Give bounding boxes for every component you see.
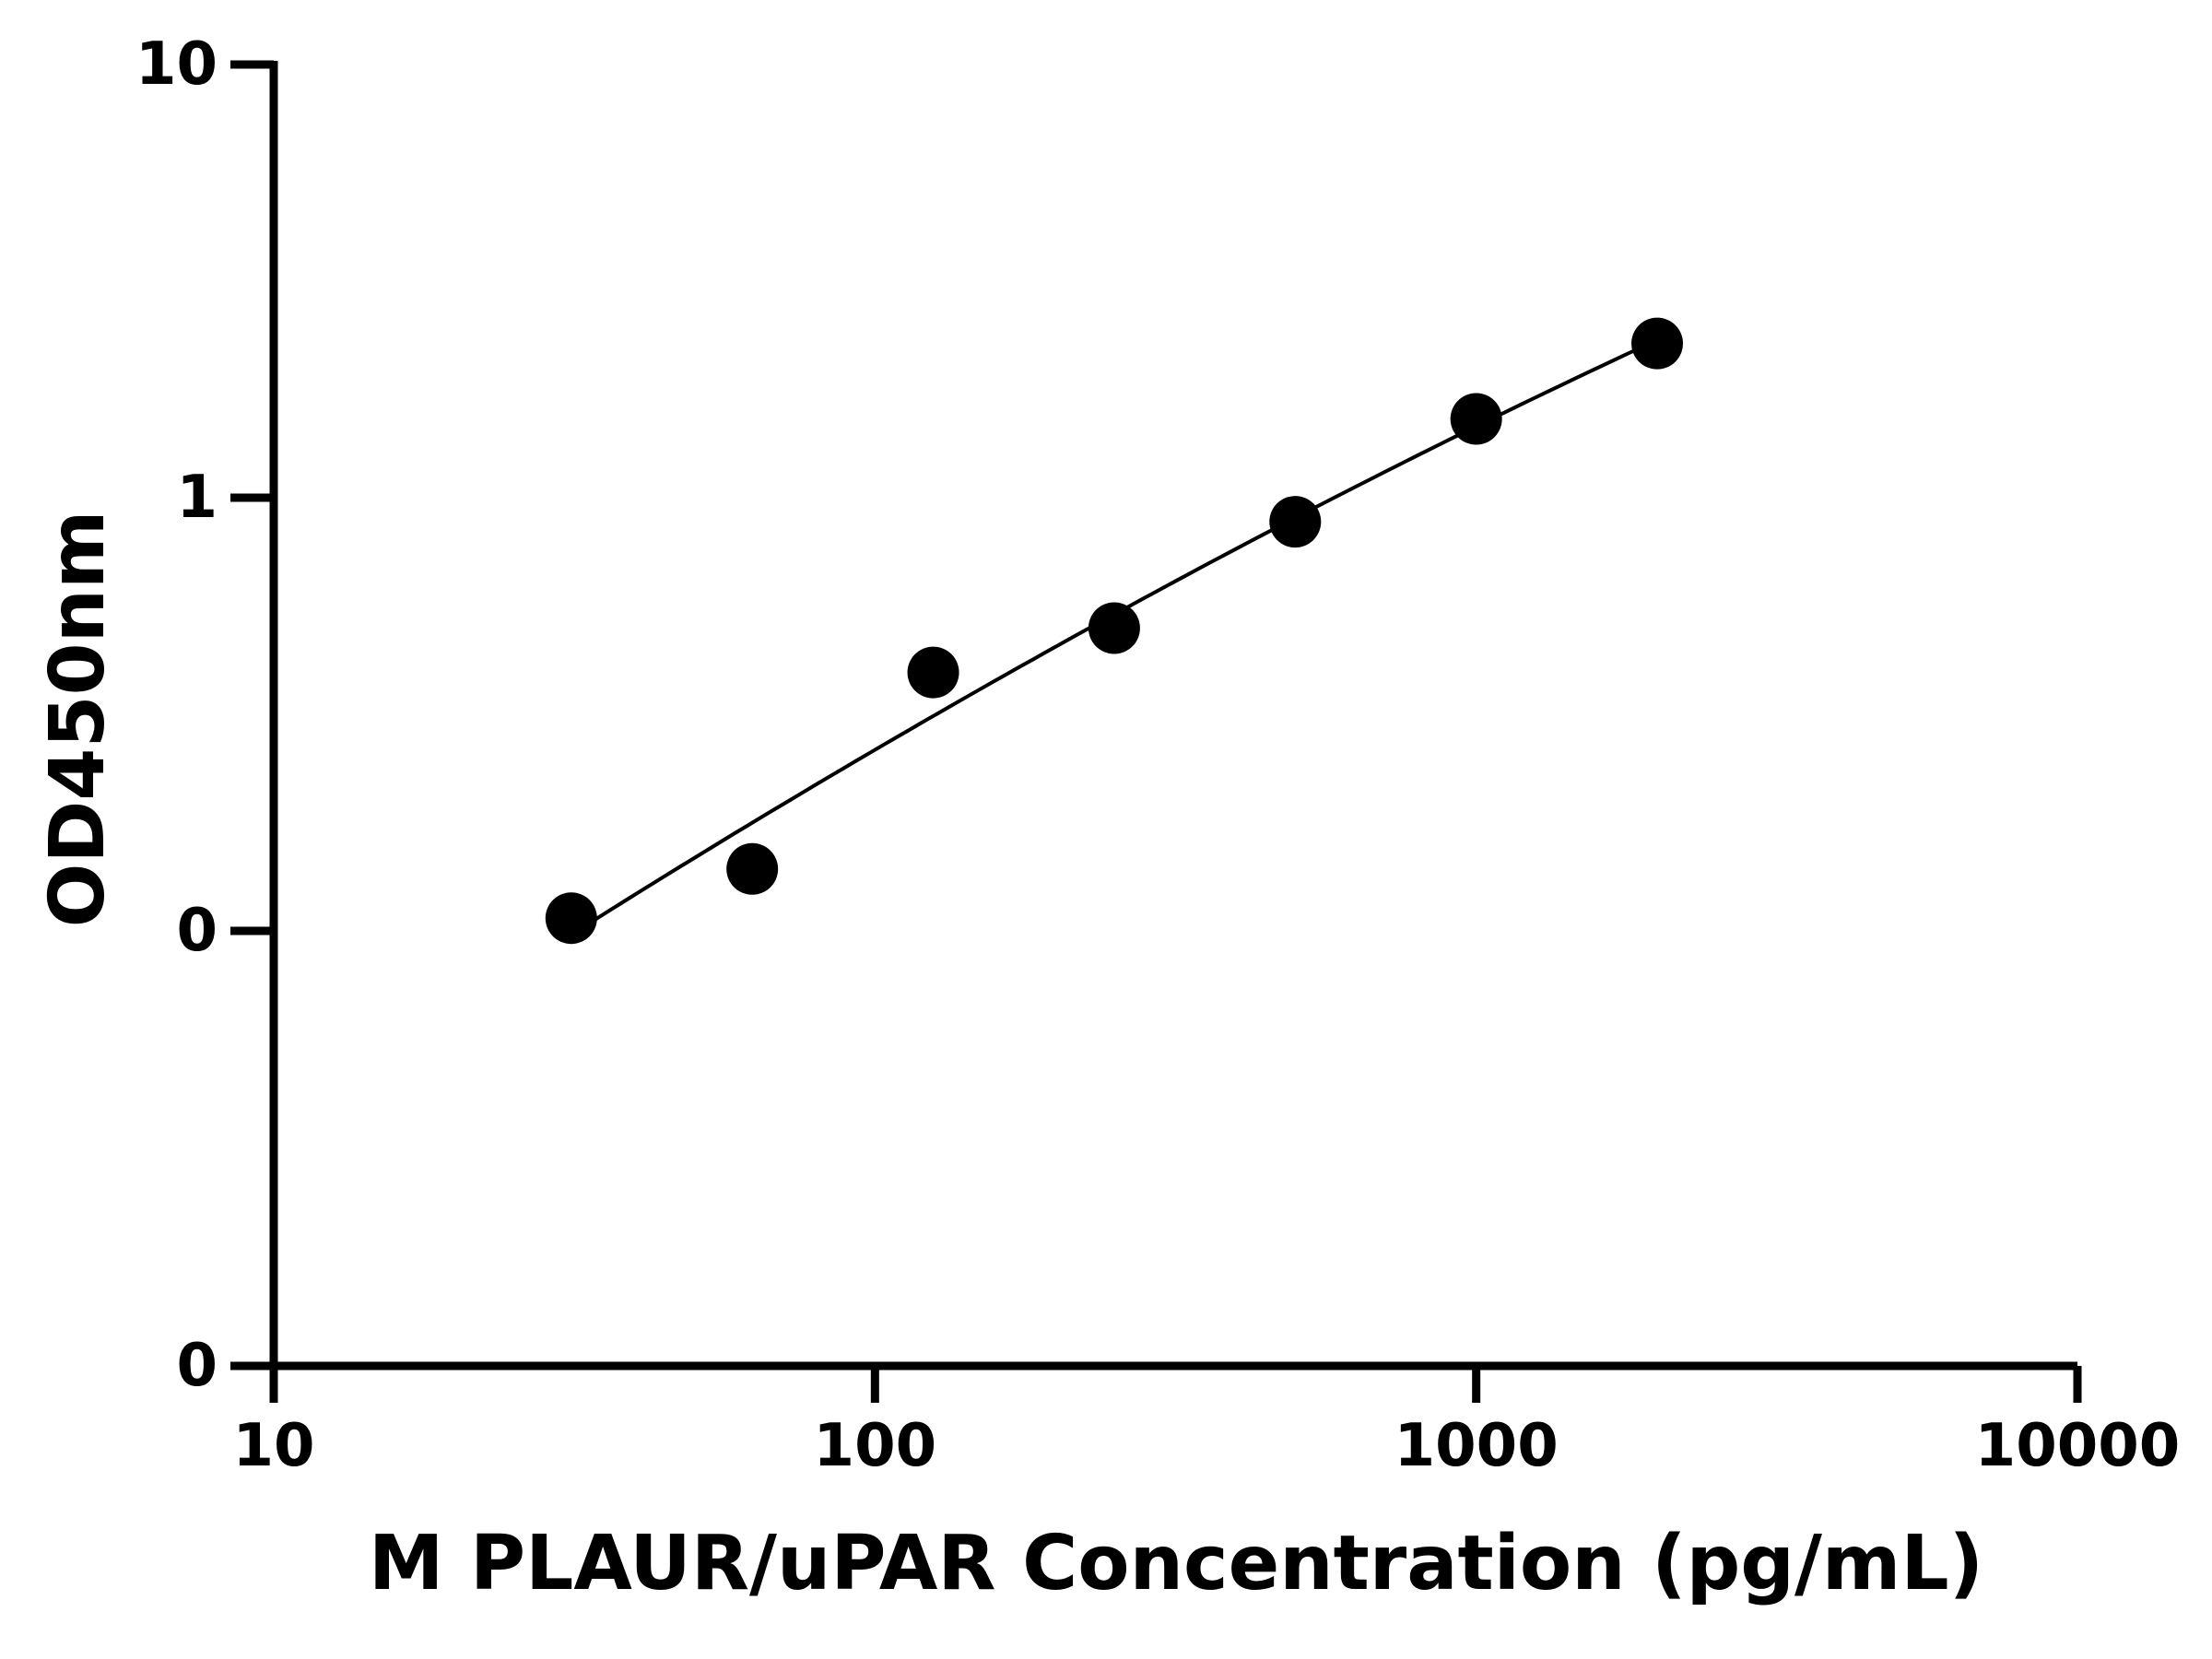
x-tick-label: 10000 (1975, 1412, 2181, 1480)
y-tick-label: 0 (176, 897, 218, 965)
data-point (907, 646, 959, 699)
x-axis-title: M PLAUR/uPAR Concentration (pg/mL) (369, 1520, 1983, 1607)
data-point (726, 842, 779, 895)
x-tick-label: 100 (814, 1412, 937, 1480)
y-ticks: 0 1 10 (135, 30, 274, 965)
y-axis-bottom-label: 0 (176, 1332, 218, 1400)
data-point (545, 892, 597, 945)
x-tick-label: 10 (232, 1412, 314, 1480)
data-point (1088, 602, 1140, 654)
y-tick-label: 1 (176, 464, 218, 532)
data-point (1450, 393, 1502, 445)
y-axis-title: OD450nm (34, 511, 122, 928)
x-ticks: 10 100 1000 10000 (232, 1366, 2180, 1480)
data-point (1631, 317, 1684, 370)
y-tick-label: 10 (135, 30, 218, 99)
axes: 0 (176, 61, 2077, 1400)
data-point (1269, 496, 1322, 548)
data-points (545, 317, 1684, 945)
x-tick-label: 1000 (1394, 1412, 1559, 1480)
